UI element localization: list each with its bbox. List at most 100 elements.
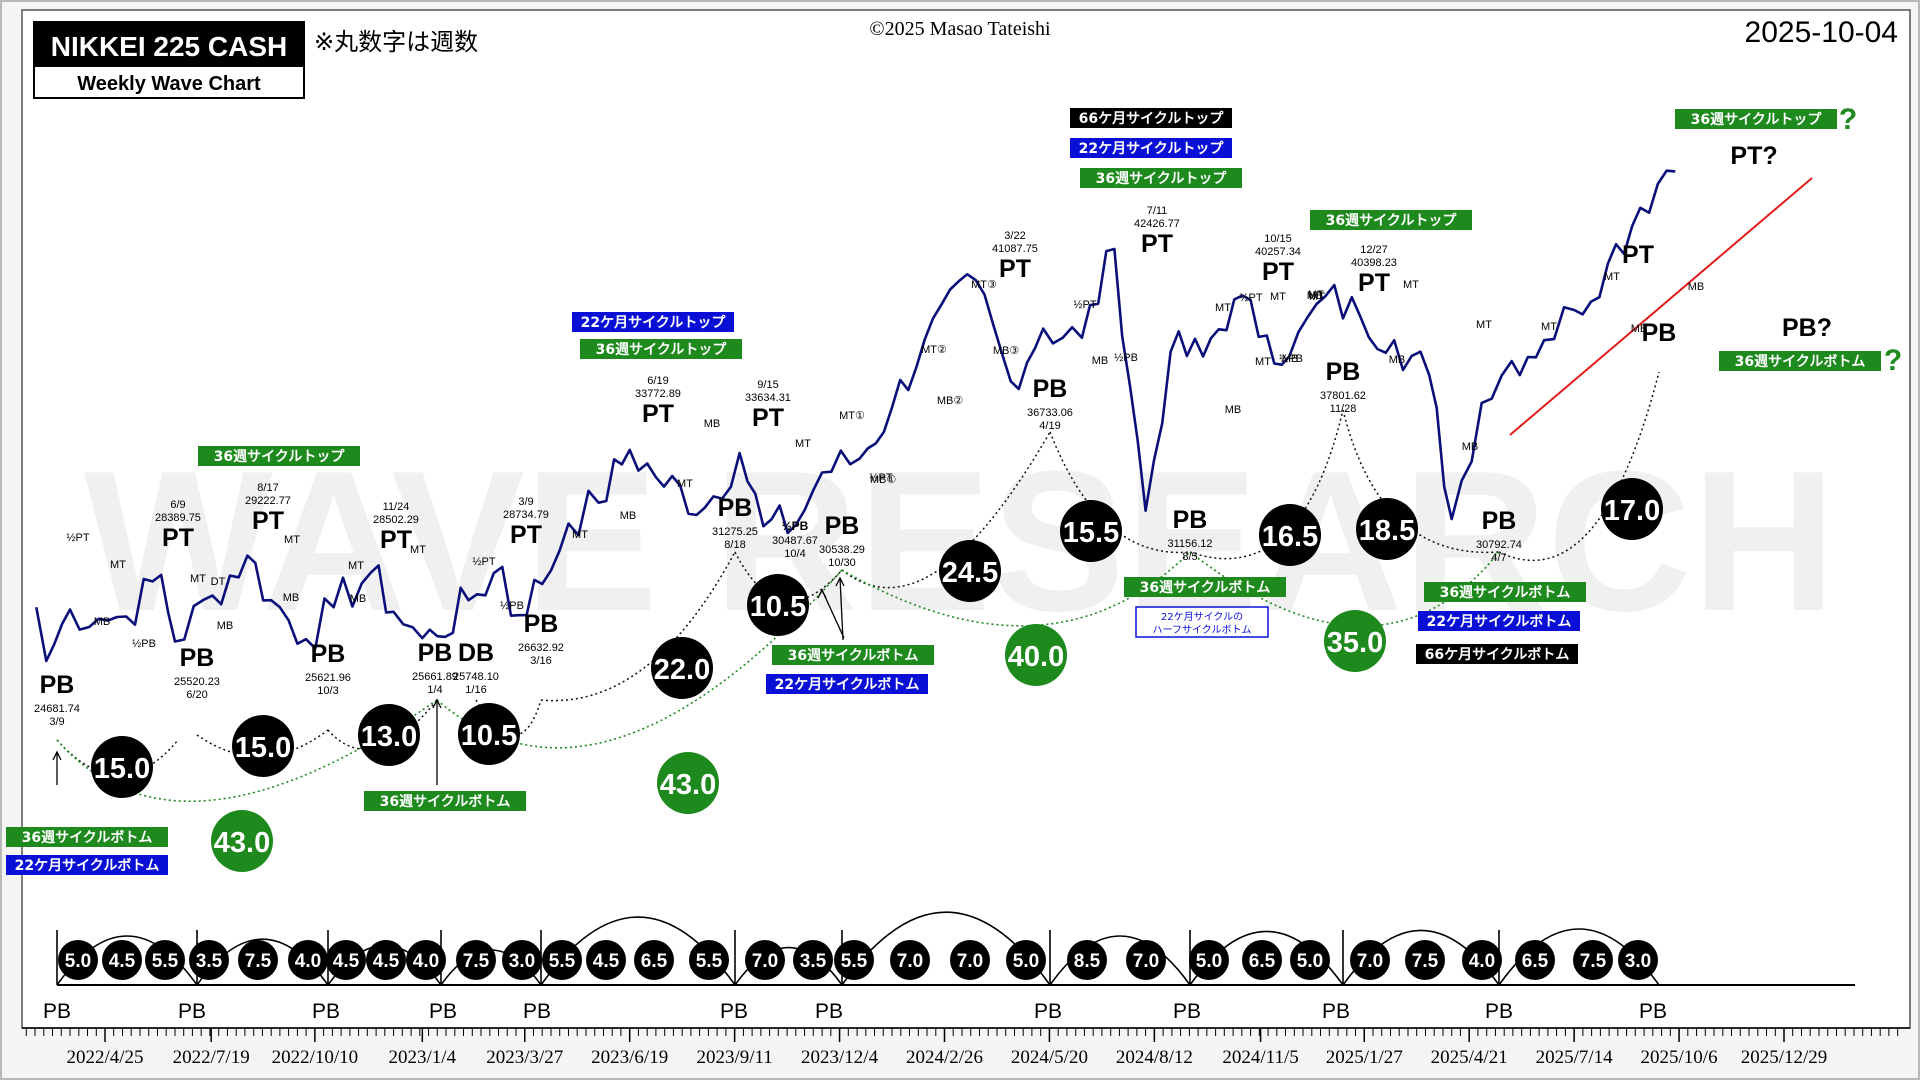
cycle-label-box [1675, 109, 1837, 129]
wave-small-label: MT [1270, 291, 1286, 303]
black-cycle-arc [540, 551, 736, 702]
strip-bubble-text: 4.0 [413, 951, 439, 972]
pivot-date: 6/20 [186, 689, 207, 701]
week-bubble-text: 13.0 [361, 721, 417, 753]
strip-pb-label: PB [43, 1000, 71, 1023]
x-tick-label: 2022/4/25 [66, 1047, 143, 1068]
cycle-label-box [1418, 611, 1580, 631]
wave-small-label: ½PT [869, 472, 893, 484]
cycle-label-box [6, 855, 168, 875]
pivot-date: 11/28 [1330, 403, 1357, 415]
wave-small-label: ½PB [1114, 352, 1138, 364]
strip-bubble [1462, 940, 1502, 980]
pivot-date: 11/24 [383, 501, 410, 513]
pivot-label: PB [311, 640, 346, 668]
wave-small-label: ½PT [472, 556, 496, 568]
strip-bubble-text: 5.0 [1196, 951, 1222, 972]
strip-bubble-text: 7.5 [463, 951, 490, 972]
strip-bubble [406, 940, 446, 980]
chart-title: NIKKEI 225 CASH [51, 31, 288, 62]
strip-bubble-text: 4.5 [109, 951, 136, 972]
week-bubbles: 15.0 15.0 13.0 10.5 22.0 10.5 24.5 15.5 16.5 18.5… [91, 478, 1663, 872]
pivot-value: 24681.74 [34, 703, 80, 715]
pivot-date: 3/9 [518, 496, 533, 508]
pivot-label: ½PB [782, 519, 809, 533]
week-bubble-black [91, 736, 153, 798]
cycle-label-text: 36週サイクルボトム [1140, 580, 1271, 596]
pivot-arrow [839, 577, 844, 641]
week-bubble-black [1601, 478, 1663, 540]
strip-bubble-text: 6.5 [641, 951, 668, 972]
pivot-label: PT [162, 524, 194, 552]
bottom-cycle-strip: 5.0 4.5 5.5 3.5 7.5 4.0 4.5 4.5 4.0 7.5 3.0 5.5 4.5 6… [43, 911, 1855, 1023]
strip-bubble [288, 940, 328, 980]
x-tick-label: 2024/2/26 [906, 1047, 983, 1068]
week-bubble-black [1356, 498, 1418, 560]
pivot-label: PB [1642, 319, 1677, 347]
strip-bubble [456, 940, 496, 980]
wave-small-label: MB① [870, 474, 897, 486]
cycle-label-text: 22ケ月サイクルトップ [581, 315, 727, 331]
pivot-date: 3/9 [49, 716, 64, 728]
wave-small-label: MB [94, 616, 111, 628]
strip-bubble-text: 3.0 [1625, 951, 1651, 972]
pivot-arrowhead [835, 576, 845, 587]
wave-small-label: MT [572, 529, 588, 541]
qmark: ? [1884, 344, 1902, 377]
cycle-label-box [580, 339, 742, 359]
pivot-label: PB [1482, 507, 1517, 535]
x-tick-label: 2025/7/14 [1536, 1047, 1614, 1068]
strip-bubble-text: 3.5 [800, 951, 827, 972]
strip-bubble [1290, 940, 1330, 980]
strip-bubble [1189, 940, 1229, 980]
week-bubble-black [939, 540, 1001, 602]
wave-small-label: MT [1215, 302, 1231, 314]
strip-bubble-text: 7.0 [897, 951, 923, 972]
pivot-date: 1/16 [465, 684, 486, 696]
pb-question: PB? [1782, 314, 1832, 342]
cycle-label-text: 36週サイクルトップ [1326, 213, 1458, 229]
trend-line [1509, 177, 1813, 436]
pivot-date: 9/15 [757, 379, 778, 391]
strip-bubble [634, 940, 674, 980]
black-cycle-arc [1498, 371, 1660, 562]
cycle-label-box [1416, 644, 1578, 664]
pivot-date: 3/16 [530, 655, 551, 667]
week-bubble-black [1060, 500, 1122, 562]
x-axis: 2022/4/25 2022/7/19 2022/10/10 2023/1/4 2023… [22, 1027, 1910, 1068]
strip-bubble [58, 940, 98, 980]
cycle-label-box [1719, 351, 1881, 371]
strip-bubble-text: 7.5 [1580, 951, 1607, 972]
strip-bubble [145, 940, 185, 980]
pivot-label: PB [825, 512, 860, 540]
pivot-value: 40398.23 [1351, 257, 1397, 269]
cycle-labels: 36週サイクルトップ 22ケ月サイクルトップ 36週サイクルトップ 66ケ月サイクルト… [6, 103, 1902, 875]
strip-bubble-text: 4.0 [295, 951, 321, 972]
wave-small-label: MB② [937, 395, 964, 407]
x-tick-label: 2025/4/21 [1431, 1047, 1508, 1068]
pivot-date: 10/30 [828, 557, 856, 569]
week-bubble-text: 22.0 [654, 654, 710, 686]
week-bubble-black [358, 704, 420, 766]
week-bubble-black [651, 637, 713, 699]
wave-small-label: MB [704, 418, 721, 430]
strip-bubble [1573, 940, 1613, 980]
x-tick-label: 2025/10/6 [1641, 1047, 1718, 1068]
black-cycle-arc [1049, 431, 1191, 554]
x-tick-label: 2024/5/20 [1011, 1047, 1088, 1068]
half-cycle-box [1135, 606, 1269, 638]
week-bubble-text: 16.5 [1262, 521, 1318, 553]
strip-pb-label: PB [1639, 1000, 1667, 1023]
pivot-value: 37801.62 [1320, 390, 1366, 402]
pivot-date: 4/7 [1491, 552, 1506, 564]
price-line [35, 169, 1676, 663]
wave-small-label: MT [677, 478, 693, 490]
pivot-label: PB [718, 494, 753, 522]
pivot-value: 42426.77 [1134, 218, 1180, 230]
cycle-label-text: 36週サイクルトップ [214, 449, 346, 465]
wave-small-label: MB [1282, 353, 1299, 365]
pivot-date: 8/18 [724, 539, 745, 551]
week-bubble-black [232, 715, 294, 777]
strip-bubble [1126, 940, 1166, 980]
